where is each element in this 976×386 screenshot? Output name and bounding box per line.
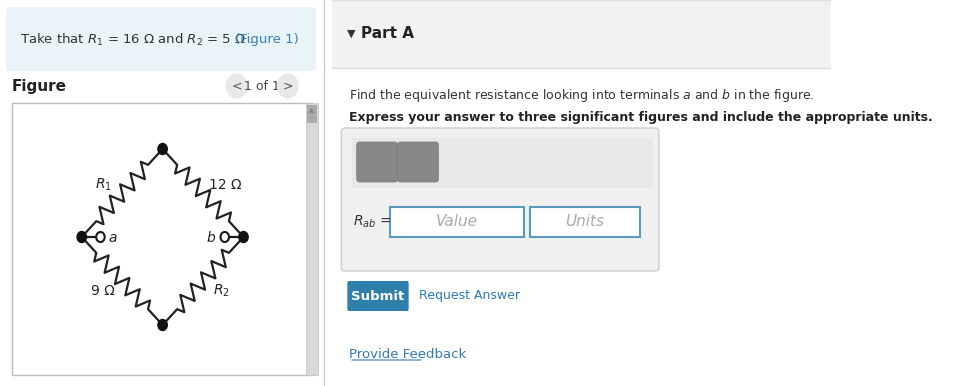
FancyBboxPatch shape — [397, 142, 438, 182]
FancyBboxPatch shape — [347, 281, 409, 311]
Circle shape — [226, 74, 247, 98]
Bar — [530, 207, 640, 237]
Text: $R_1$: $R_1$ — [95, 177, 112, 193]
Bar — [306, 103, 317, 375]
Circle shape — [239, 232, 248, 242]
Text: $b$: $b$ — [206, 230, 217, 245]
Text: Provide Feedback: Provide Feedback — [349, 349, 467, 362]
FancyBboxPatch shape — [6, 7, 316, 71]
Text: $R_{ab}$ =: $R_{ab}$ = — [353, 214, 392, 230]
Circle shape — [97, 232, 104, 242]
FancyBboxPatch shape — [342, 128, 659, 271]
Text: Find the equivalent resistance looking into terminals $a$ and $b$ in the figure.: Find the equivalent resistance looking i… — [349, 86, 815, 103]
Text: Value: Value — [436, 215, 478, 230]
FancyBboxPatch shape — [356, 142, 397, 182]
Text: $R_2$: $R_2$ — [214, 283, 230, 299]
FancyBboxPatch shape — [397, 142, 438, 182]
Text: Take that $R_1$ = 16 $\Omega$ and $R_2$ = 5 $\Omega$ .: Take that $R_1$ = 16 $\Omega$ and $R_2$ … — [20, 32, 254, 48]
Text: Figure: Figure — [12, 78, 67, 93]
Text: <: < — [231, 80, 242, 93]
FancyBboxPatch shape — [351, 138, 653, 188]
Text: Part A: Part A — [361, 27, 414, 42]
Text: 9 Ω: 9 Ω — [92, 284, 115, 298]
Text: Submit: Submit — [351, 290, 405, 303]
Bar — [12, 103, 313, 375]
Text: 12 Ω: 12 Ω — [209, 178, 241, 192]
Circle shape — [221, 232, 229, 242]
Text: $a$: $a$ — [107, 231, 117, 245]
Text: Request Answer: Request Answer — [419, 290, 520, 303]
Circle shape — [277, 74, 298, 98]
Text: ▲: ▲ — [309, 107, 314, 113]
FancyBboxPatch shape — [356, 142, 397, 182]
Bar — [332, 0, 831, 68]
Text: Express your answer to three significant figures and include the appropriate uni: Express your answer to three significant… — [349, 112, 933, 125]
Bar — [389, 207, 524, 237]
Text: ▼: ▼ — [347, 29, 356, 39]
Circle shape — [158, 320, 167, 330]
Text: >: > — [282, 80, 293, 93]
Circle shape — [77, 232, 87, 242]
Bar — [307, 105, 316, 123]
Text: (Figure 1): (Figure 1) — [235, 34, 299, 46]
Text: 1 of 1: 1 of 1 — [244, 80, 280, 93]
Circle shape — [158, 144, 167, 154]
Text: Units: Units — [565, 215, 604, 230]
